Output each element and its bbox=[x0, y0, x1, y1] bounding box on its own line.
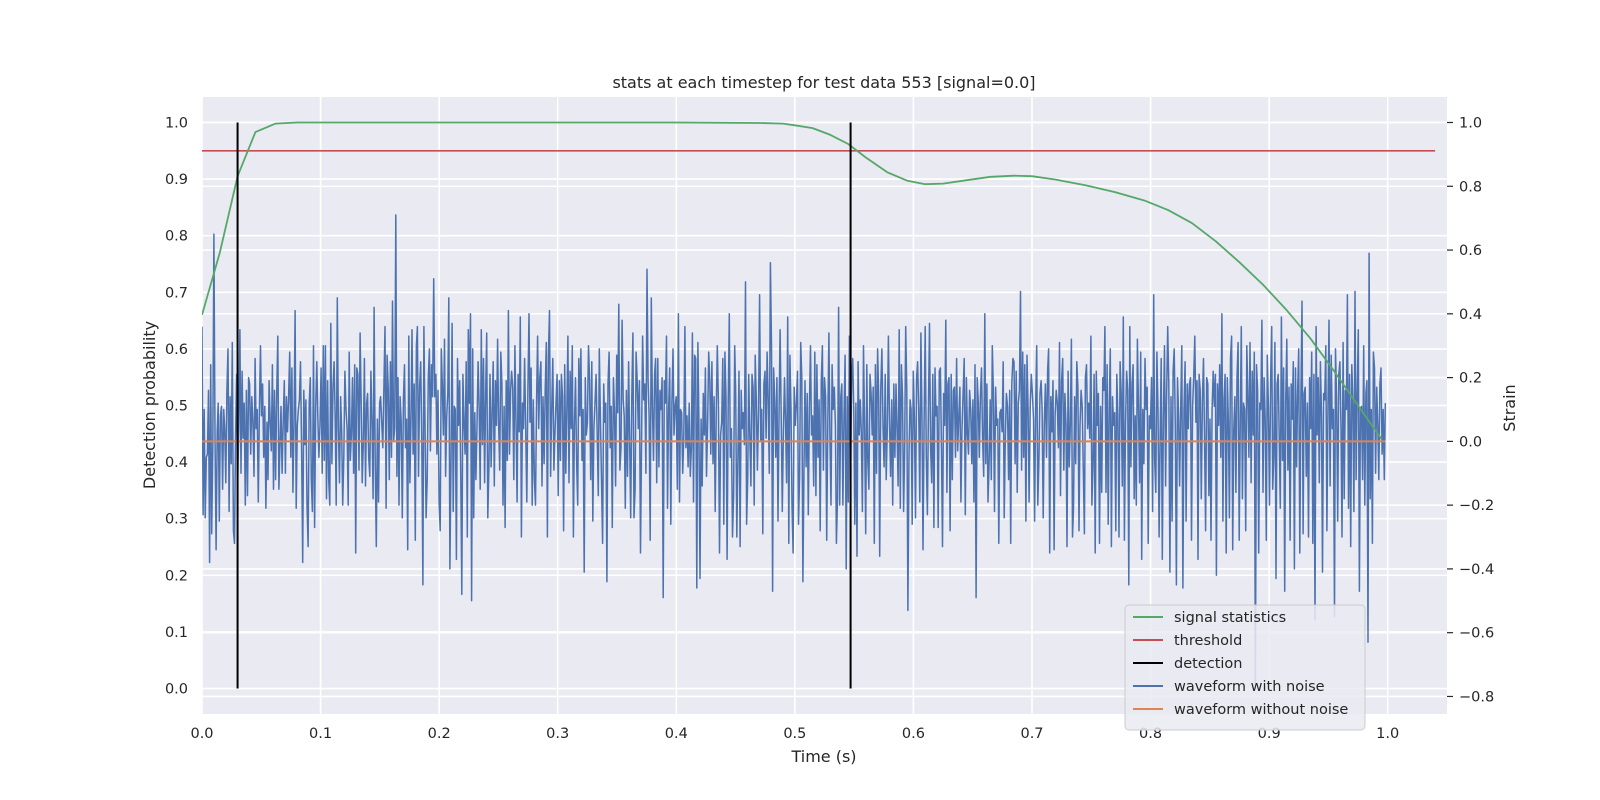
y-tick-label: 0.5 bbox=[165, 399, 188, 415]
y2-tick-label: −0.8 bbox=[1459, 689, 1494, 705]
legend: signal statistics threshold detection wavef… bbox=[1124, 604, 1366, 731]
tick-labels: 0.0 0.1 0.2 0.3 0.4 0.5 0.6 0.7 0.8 0.9 1.0 0.0 0.1 0… bbox=[165, 115, 1494, 742]
y-tick-label: 1.0 bbox=[165, 115, 188, 131]
y-tick-label: 0.6 bbox=[165, 342, 188, 358]
x-tick-label: 0.7 bbox=[1020, 726, 1043, 742]
y2-tick-label: −0.4 bbox=[1459, 562, 1494, 578]
x-tick-label: 1.0 bbox=[1376, 726, 1399, 742]
y-tick-label: 0.9 bbox=[165, 172, 188, 188]
y2-axis-title: Strain bbox=[1500, 384, 1519, 431]
x-axis-title: Time (s) bbox=[790, 747, 856, 766]
y-tick-label: 0.4 bbox=[165, 455, 188, 471]
y2-tick-label: 0.4 bbox=[1459, 307, 1482, 323]
legend-box bbox=[1124, 604, 1366, 731]
legend-label: detection bbox=[1174, 656, 1242, 672]
x-tick-label: 0.4 bbox=[665, 726, 688, 742]
y-tick-label: 0.3 bbox=[165, 512, 188, 528]
y2-tick-label: 1.0 bbox=[1459, 116, 1482, 132]
y-axis-title: Detection probability bbox=[140, 321, 159, 489]
y-tick-label: 0.2 bbox=[165, 568, 188, 584]
y2-tick-label: 0.0 bbox=[1459, 434, 1482, 450]
y2-tick-label: −0.6 bbox=[1459, 626, 1494, 642]
series-signal-statistics bbox=[202, 121, 1383, 441]
x-tick-label: 0.0 bbox=[190, 726, 213, 742]
x-tick-label: 0.1 bbox=[309, 726, 332, 742]
series-waveform-with-noise bbox=[202, 214, 1387, 688]
y-tick-label: 0.8 bbox=[165, 229, 188, 245]
y-tick-label: 0.0 bbox=[165, 682, 188, 698]
x-tick-label: 0.6 bbox=[902, 726, 925, 742]
y2-tick-label: 0.2 bbox=[1459, 371, 1482, 387]
y-tick-label: 0.7 bbox=[165, 285, 188, 301]
legend-label: threshold bbox=[1174, 633, 1242, 649]
legend-label: waveform without noise bbox=[1174, 702, 1348, 718]
y-tick-label: 0.1 bbox=[165, 625, 188, 641]
x-tick-label: 0.2 bbox=[428, 726, 451, 742]
chart-title: stats at each timestep for test data 553… bbox=[612, 73, 1035, 92]
series-group bbox=[202, 121, 1436, 689]
y2-tick-label: 0.8 bbox=[1459, 179, 1482, 195]
x-tick-label: 0.3 bbox=[546, 726, 569, 742]
y2-tick-label: 0.6 bbox=[1459, 243, 1482, 259]
legend-label: waveform with noise bbox=[1174, 679, 1325, 695]
legend-label: signal statistics bbox=[1174, 610, 1286, 626]
x-tick-label: 0.5 bbox=[783, 726, 806, 742]
y2-tick-label: −0.2 bbox=[1459, 498, 1494, 514]
